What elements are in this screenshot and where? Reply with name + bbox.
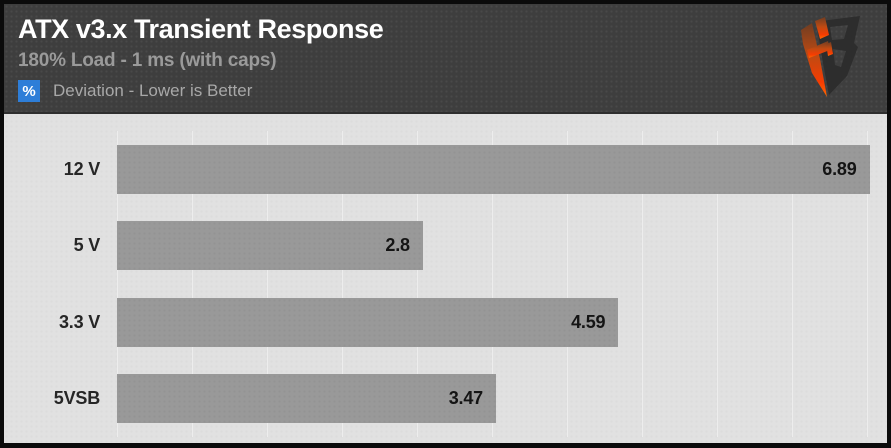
bar-value-label: 2.8 xyxy=(385,235,410,256)
bar-track: 6.89 xyxy=(117,144,887,194)
bar-row: 12 V 6.89 xyxy=(4,131,887,208)
chart-inner: ATX v3.x Transient Response 180% Load - … xyxy=(4,4,887,443)
bar-track: 3.47 xyxy=(117,374,887,424)
chart-subtitle: 180% Load - 1 ms (with caps) xyxy=(18,50,277,71)
category-label: 5VSB xyxy=(53,388,100,409)
bar-track: 4.59 xyxy=(117,297,887,347)
bar-value-label: 4.59 xyxy=(571,311,606,332)
bar: 3.47 xyxy=(117,374,496,424)
category-label: 5 V xyxy=(73,235,101,256)
chart-legend: % Deviation - Lower is Better xyxy=(18,80,887,102)
bar: 2.8 xyxy=(117,221,423,271)
chart-title: ATX v3.x Transient Response xyxy=(18,14,384,44)
legend-note: Deviation - Lower is Better xyxy=(53,81,253,100)
bar: 6.89 xyxy=(117,144,870,194)
hardware-busters-logo-icon xyxy=(801,16,860,97)
bar-row: 3.3 V 4.59 xyxy=(4,284,887,361)
bar: 4.59 xyxy=(117,297,619,347)
category-label: 12 V xyxy=(63,158,100,179)
category-label: 3.3 V xyxy=(58,311,100,332)
percent-badge-icon: % xyxy=(18,80,40,102)
plot-area: 12 V 6.89 5 V 2.8 3.3 V 4.59 5VSB 3.47 xyxy=(4,114,887,443)
bar-row: 5VSB 3.47 xyxy=(4,361,887,438)
bar-rows: 12 V 6.89 5 V 2.8 3.3 V 4.59 5VSB 3.47 xyxy=(4,131,887,437)
bar-value-label: 3.47 xyxy=(448,388,483,409)
chart-header: ATX v3.x Transient Response 180% Load - … xyxy=(4,4,887,114)
bar-row: 5 V 2.8 xyxy=(4,208,887,285)
bar-track: 2.8 xyxy=(117,221,887,271)
bar-value-label: 6.89 xyxy=(822,158,857,179)
